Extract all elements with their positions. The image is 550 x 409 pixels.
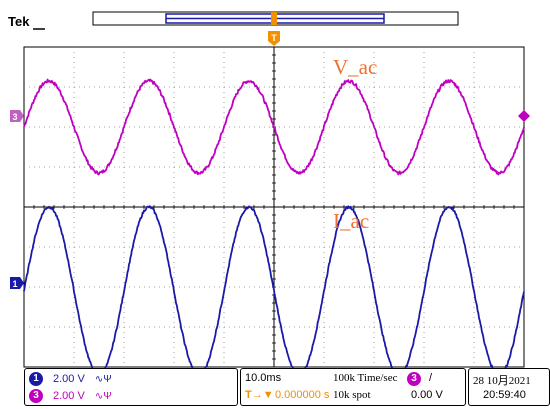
trigger-source-badge[interactable]: 3 xyxy=(407,372,421,386)
ch3-coupling-icon: ∿Ψ xyxy=(94,390,112,402)
channel-3-right-marker xyxy=(518,110,530,122)
status-panel-channels: 1 2.00 V ∿Ψ 3 2.00 V ∿Ψ xyxy=(24,368,238,406)
trigger-position-readout[interactable]: 0.000000 s xyxy=(275,389,330,401)
trigger-position-icon: T→▼ xyxy=(245,389,274,401)
sample-rate-readout: 100k Time/sec xyxy=(333,372,398,384)
ch3-badge[interactable]: 3 xyxy=(29,389,43,403)
trace-v-ac xyxy=(23,78,525,176)
status-panel-datetime: 28 10月2021 20:59:40 xyxy=(468,368,550,406)
timebase-readout[interactable]: 10.0ms xyxy=(245,372,282,384)
status-panel-horizontal: 10.0ms 100k Time/sec T→▼ 0.000000 s 10k … xyxy=(240,368,466,406)
ch1-coupling-icon: ∿Ψ xyxy=(94,373,112,385)
record-bar xyxy=(92,11,459,26)
trigger-position-marker[interactable]: T xyxy=(268,31,280,46)
ch1-scale[interactable]: 2.00 V xyxy=(53,373,85,385)
record-length-readout: 10k spot xyxy=(333,389,371,401)
trigger-slope-icon: / xyxy=(429,372,433,384)
channel-1-name-label: I_ac xyxy=(333,209,369,233)
svg-text:T: T xyxy=(271,33,277,43)
svg-text:3: 3 xyxy=(12,112,17,122)
waveform-traces xyxy=(23,78,525,377)
trigger-level-readout[interactable]: 0.00 V xyxy=(411,389,443,401)
channel-3-ground-marker[interactable]: 3 xyxy=(10,110,24,122)
time-readout: 20:59:40 xyxy=(483,389,526,401)
trace-i-ac xyxy=(23,205,525,377)
graticule-grid xyxy=(23,46,525,368)
channel-3-name-label: V_ac xyxy=(333,55,377,79)
ch3-scale[interactable]: 2.00 V xyxy=(53,390,85,402)
brand-label: Tek xyxy=(8,14,30,29)
ch1-badge[interactable]: 1 xyxy=(29,372,43,386)
svg-text:1: 1 xyxy=(12,279,17,289)
date-readout: 28 10月2021 xyxy=(473,375,531,387)
channel-1-ground-marker[interactable]: 1 xyxy=(10,277,24,289)
